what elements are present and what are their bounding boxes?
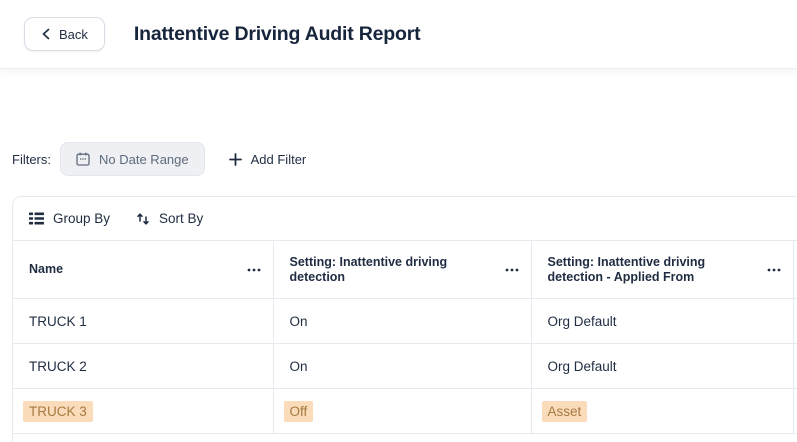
- column-header-overflow: [793, 240, 797, 299]
- calendar-icon: [76, 152, 90, 166]
- group-rows-icon: [29, 212, 44, 225]
- page-title: Inattentive Driving Audit Report: [133, 22, 421, 45]
- date-range-filter-label: No Date Range: [99, 151, 189, 167]
- sort-by-button[interactable]: Sort By: [136, 211, 203, 226]
- group-by-label: Group By: [53, 211, 111, 226]
- ellipsis-icon: [505, 268, 518, 271]
- table-row[interactable]: TRUCK 3 Off Asset: [13, 388, 797, 434]
- plus-icon: [228, 152, 242, 166]
- audit-table: Name Setting: Inattentive driving detect…: [13, 240, 797, 434]
- back-button-label: Back: [59, 26, 88, 42]
- group-by-button[interactable]: Group By: [29, 211, 110, 226]
- add-filter-button[interactable]: Add Filter: [221, 142, 315, 176]
- table-row[interactable]: TRUCK 2 On Org Default: [13, 343, 797, 389]
- column-header-name-label: Name: [29, 262, 64, 276]
- column-header-name: Name: [13, 240, 274, 299]
- column-header-detection-label: Setting: Inattentive driving detection: [289, 254, 448, 284]
- cell-name: TRUCK 2: [13, 343, 274, 389]
- sort-by-label: Sort By: [159, 211, 204, 226]
- column-header-applied-from: Setting: Inattentive driving detection -…: [531, 240, 794, 299]
- report-card: Group By Sort By Name: [12, 196, 797, 442]
- column-menu-button[interactable]: [245, 266, 263, 274]
- top-header-bar: Back Inattentive Driving Audit Report: [0, 0, 797, 69]
- cell-detection: On: [273, 298, 532, 344]
- column-header-applied-from-label: Setting: Inattentive driving detection -…: [547, 254, 706, 284]
- column-menu-button[interactable]: [503, 266, 521, 274]
- cell-name: TRUCK 3: [13, 388, 274, 434]
- column-header-detection: Setting: Inattentive driving detection: [273, 240, 532, 299]
- table-toolbar: Group By Sort By: [13, 197, 797, 240]
- date-range-filter-button[interactable]: No Date Range: [60, 142, 205, 176]
- column-menu-button[interactable]: [765, 266, 783, 274]
- cell-overflow: [793, 388, 797, 434]
- cell-applied-from: Asset: [531, 388, 794, 434]
- arrows-up-down-icon: [136, 212, 150, 226]
- cell-applied-from: Org Default: [531, 298, 794, 344]
- back-button[interactable]: Back: [24, 17, 105, 51]
- cell-name: TRUCK 1: [13, 298, 274, 344]
- table-header-row: Name Setting: Inattentive driving detect…: [13, 240, 797, 299]
- add-filter-label: Add Filter: [250, 151, 307, 167]
- cell-overflow: [793, 343, 797, 389]
- cell-overflow: [793, 298, 797, 344]
- table-row[interactable]: TRUCK 1 On Org Default: [13, 298, 797, 344]
- ellipsis-icon: [767, 268, 780, 271]
- cell-detection: On: [273, 343, 532, 389]
- ellipsis-icon: [247, 268, 260, 271]
- cell-applied-from: Org Default: [531, 343, 794, 389]
- chevron-left-icon: [41, 28, 51, 40]
- filters-row: Filters: No Date Range Add Filter: [12, 142, 314, 176]
- filters-label: Filters:: [12, 151, 51, 167]
- cell-detection: Off: [273, 388, 532, 434]
